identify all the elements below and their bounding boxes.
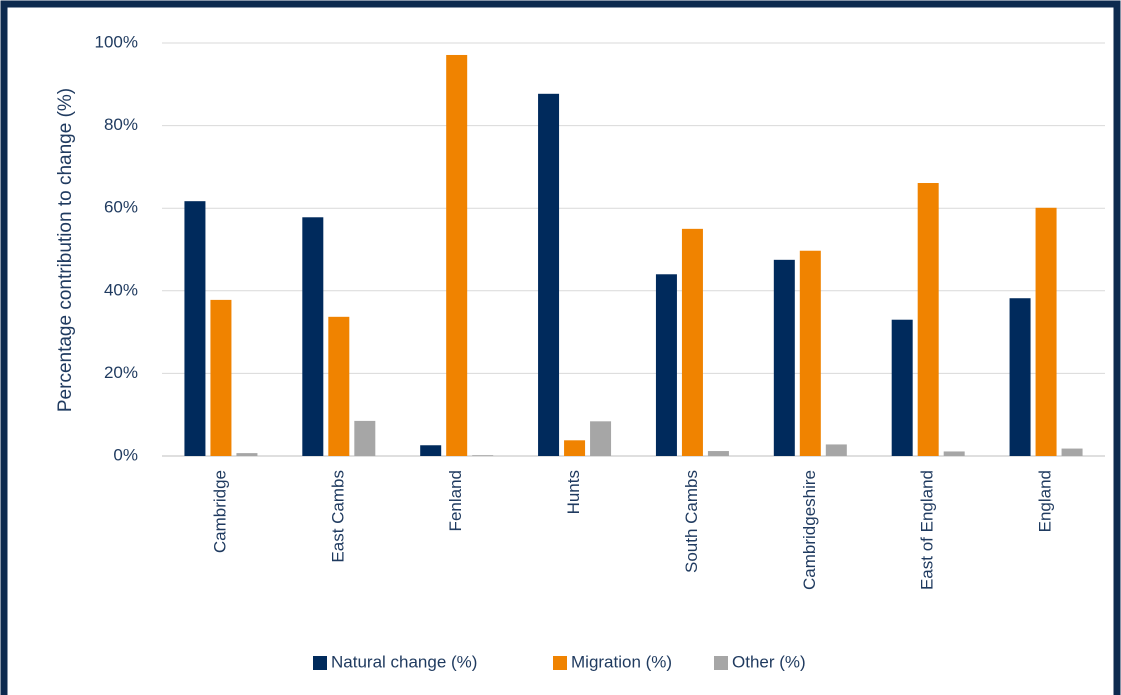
bar (354, 420, 376, 456)
y-tick-label: 40% (104, 280, 138, 299)
legend-swatch (313, 656, 327, 670)
bar (707, 451, 729, 456)
legend-swatch (553, 656, 567, 670)
bar (184, 201, 206, 456)
x-tick-label: South Cambs (682, 470, 701, 573)
bar (943, 451, 965, 456)
bar (446, 54, 468, 457)
bar (799, 250, 821, 456)
bar (655, 274, 677, 456)
legend-label: Migration (%) (571, 652, 672, 671)
x-tick-label: Hunts (564, 470, 583, 514)
x-tick-label: East of England (918, 470, 937, 590)
bar (210, 299, 232, 456)
y-tick-label: 80% (104, 115, 138, 134)
x-tick-label: England (1036, 470, 1055, 532)
legend-label: Other (%) (732, 652, 806, 671)
y-tick-label: 100% (95, 32, 138, 51)
bar (328, 316, 350, 456)
legend-label: Natural change (%) (331, 652, 477, 671)
y-tick-label: 0% (113, 445, 138, 464)
bar (538, 93, 560, 456)
bar (681, 228, 703, 456)
bar (420, 445, 442, 456)
bar (236, 453, 258, 456)
bar (302, 217, 324, 456)
x-tick-label: Cambridgeshire (800, 470, 819, 590)
y-axis-label: Percentage contribution to change (%) (55, 88, 76, 412)
bar (1061, 448, 1083, 456)
bar (917, 183, 939, 456)
bar (1035, 207, 1057, 456)
y-tick-label: 20% (104, 363, 138, 382)
x-tick-label: Cambridge (210, 470, 229, 553)
bar (1009, 298, 1031, 456)
legend-swatch (714, 656, 728, 670)
bar (825, 444, 847, 456)
x-tick-label: East Cambs (328, 470, 347, 563)
y-tick-label: 60% (104, 198, 138, 217)
x-tick-label: Fenland (446, 470, 465, 531)
bar (891, 319, 913, 456)
bar (773, 259, 795, 456)
bar (564, 440, 586, 456)
bar (472, 455, 494, 456)
bar (590, 421, 612, 456)
